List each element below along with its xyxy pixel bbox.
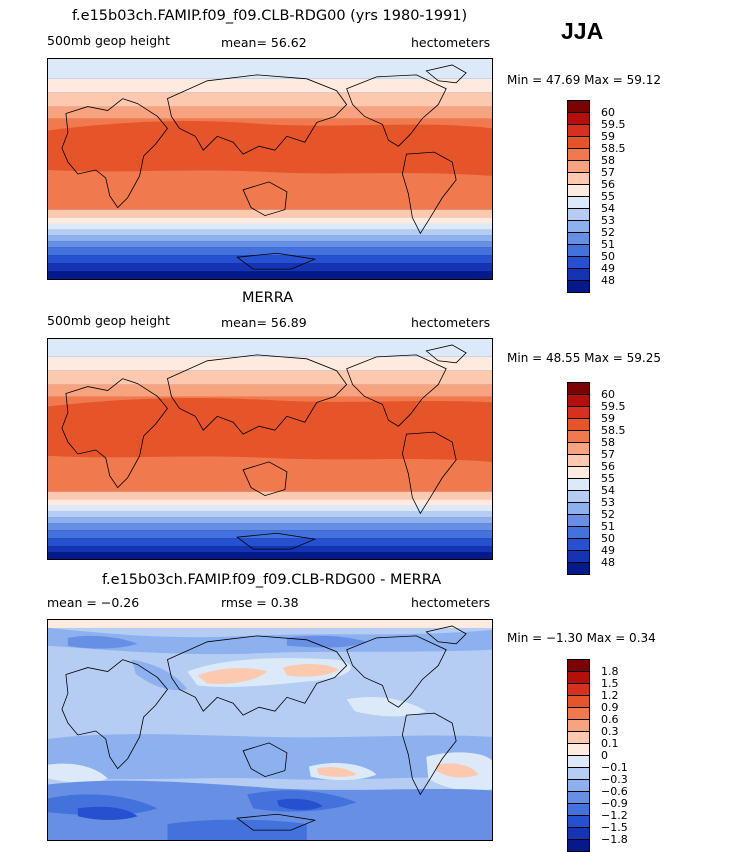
colorbar-tick-label: 54 xyxy=(601,202,615,215)
panel-2-colorbar: 60 59.5 59 58.5 58 57 56 55 54 53 52 51 50 49 48 xyxy=(567,382,626,575)
colorbar-tick-label: −1.8 xyxy=(601,833,628,846)
panel-1-map xyxy=(47,58,493,280)
colorbar-tick-label: 52 xyxy=(601,226,615,239)
colorbar-tick-label: −1.5 xyxy=(601,821,628,834)
panel-1-units: hectometers xyxy=(411,35,491,50)
panel-2-left-label: 500mb geop height xyxy=(47,313,170,328)
panel-3-minmax: Min = −1.30 Max = 0.34 xyxy=(507,631,656,645)
panel-2-minmax: Min = 48.55 Max = 59.25 xyxy=(507,351,661,365)
colorbar-tick-label: 0.6 xyxy=(601,713,619,726)
colorbar-tick-label: 58 xyxy=(601,154,615,167)
colorbar-tick-label: 60 xyxy=(601,388,615,401)
colorbar-tick-label: 58 xyxy=(601,436,615,449)
colorbar-tick-label: 0.9 xyxy=(601,701,619,714)
season-label: JJA xyxy=(561,18,604,44)
panel-3-center-label: rmse = 0.38 xyxy=(221,595,299,610)
panel-1-title: f.e15b03ch.FAMIP.f09_f09.CLB-RDG00 (yrs … xyxy=(72,8,468,24)
panel-1-colorbar: 60 59.5 59 58.5 58 57 56 55 54 53 52 51 50 49 48 xyxy=(567,100,626,293)
panel-2-center-label: mean= 56.89 xyxy=(221,315,307,330)
colorbar-tick-label: 55 xyxy=(601,190,615,203)
colorbar-swatch xyxy=(567,839,590,852)
colorbar-tick-label: 59.5 xyxy=(601,400,626,413)
colorbar-tick-label: 0 xyxy=(601,749,608,762)
panel-3-colorbar: 1.8 1.5 1.2 0.9 0.6 0.3 0.1 0 −0.1 −0.3 −0.6 −0.9 −1… xyxy=(567,659,628,852)
panel-2-title: MERRA xyxy=(242,290,294,306)
colorbar-tick-label: 49 xyxy=(601,262,615,275)
colorbar-tick-label: 0.1 xyxy=(601,737,619,750)
colorbar-tick-label: 52 xyxy=(601,508,615,521)
colorbar-tick-label: 48 xyxy=(601,556,615,569)
colorbar-tick-label: 50 xyxy=(601,532,615,545)
colorbar-tick-label: 51 xyxy=(601,520,615,533)
colorbar-tick-label: 48 xyxy=(601,274,615,287)
colorbar-tick-label: −0.3 xyxy=(601,773,628,786)
colorbar-swatch xyxy=(567,280,590,293)
colorbar-tick-label: 1.5 xyxy=(601,677,619,690)
colorbar-tick-label: −0.9 xyxy=(601,797,628,810)
panel-2-units: hectometers xyxy=(411,315,491,330)
colorbar-tick-label: 59 xyxy=(601,412,615,425)
panel-1-center-label: mean= 56.62 xyxy=(221,35,307,50)
colorbar-tick-label: 1.8 xyxy=(601,665,619,678)
colorbar-tick-label: 51 xyxy=(601,238,615,251)
panel-3-title: f.e15b03ch.FAMIP.f09_f09.CLB-RDG00 - MER… xyxy=(102,572,442,588)
colorbar-tick-label: 60 xyxy=(601,106,615,119)
colorbar-tick-label: 58.5 xyxy=(601,142,626,155)
colorbar-tick-label: 58.5 xyxy=(601,424,626,437)
colorbar-tick-label: 59 xyxy=(601,130,615,143)
colorbar-tick-label: 56 xyxy=(601,178,615,191)
colorbar-tick-label: 57 xyxy=(601,448,615,461)
colorbar-tick-label: 53 xyxy=(601,496,615,509)
colorbar-tick-label: −0.6 xyxy=(601,785,628,798)
colorbar-tick-label: 0.3 xyxy=(601,725,619,738)
panel-1-left-label: 500mb geop height xyxy=(47,33,170,48)
colorbar-tick-label: 56 xyxy=(601,460,615,473)
colorbar-tick-label: 54 xyxy=(601,484,615,497)
colorbar-tick-label: −0.1 xyxy=(601,761,628,774)
colorbar-swatch xyxy=(567,562,590,575)
colorbar-tick-label: 1.2 xyxy=(601,689,619,702)
panel-2-map xyxy=(47,338,493,560)
panel-3-left-label: mean = −0.26 xyxy=(47,595,140,610)
colorbar-tick-label: 53 xyxy=(601,214,615,227)
colorbar-tick-label: −1.2 xyxy=(601,809,628,822)
panel-3-units: hectometers xyxy=(411,595,491,610)
colorbar-tick-label: 57 xyxy=(601,166,615,179)
colorbar-tick-label: 55 xyxy=(601,472,615,485)
panel-3-map xyxy=(47,619,493,841)
colorbar-tick-label: 50 xyxy=(601,250,615,263)
panel-1-minmax: Min = 47.69 Max = 59.12 xyxy=(507,73,661,87)
colorbar-tick-label: 49 xyxy=(601,544,615,557)
colorbar-tick-label: 59.5 xyxy=(601,118,626,131)
